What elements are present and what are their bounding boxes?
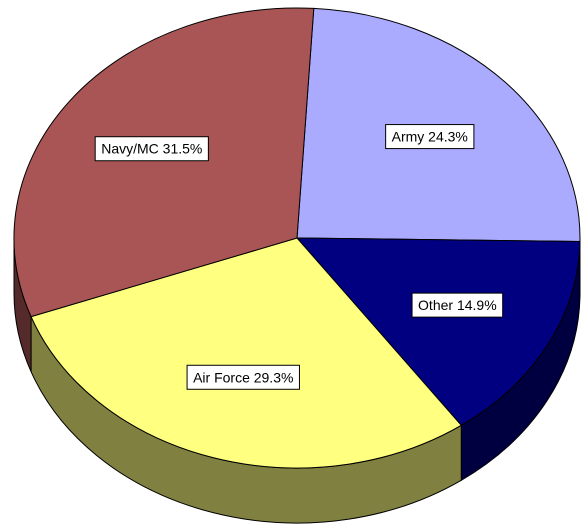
label-box [411,292,504,318]
label-text: Army 24.3% [392,129,468,145]
label-text: Other 14.9% [418,297,497,313]
data-label: Army 24.3% [385,124,475,150]
pie-slice [30,237,463,469]
label-text: Navy/MC 31.5% [101,141,202,157]
label-box [94,136,209,162]
data-label: Air Force 29.3% [186,364,300,390]
data-label: Other 14.9% [411,292,504,318]
label-box [385,124,475,150]
pie-slice [13,7,315,318]
label-text: Air Force 29.3% [193,369,293,385]
label-box [186,364,300,390]
data-label: Navy/MC 31.5% [94,136,209,162]
pie-slice [295,237,581,426]
